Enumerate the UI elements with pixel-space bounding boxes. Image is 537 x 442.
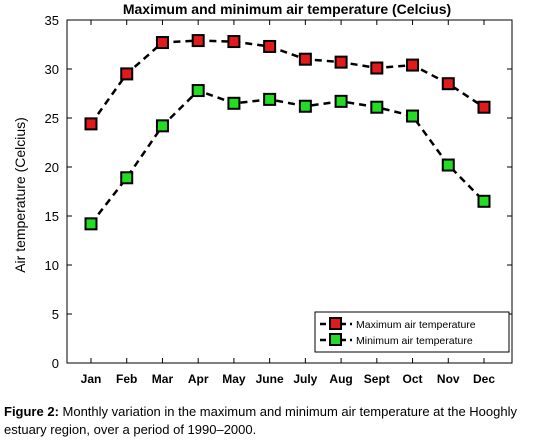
x-tick-label: Feb [116,372,137,386]
y-tick-label: 0 [52,356,59,371]
caption-text: Monthly variation in the maximum and min… [4,404,517,437]
data-point-max [120,67,134,81]
temperature-chart: Maximum and minimum air temperature (Cel… [12,1,513,386]
data-point-min [191,84,205,98]
figure-caption: Figure 2: Monthly variation in the maxim… [4,403,534,439]
series-layer [84,34,491,231]
data-point-min [155,119,169,133]
x-tick-label: Jan [81,372,102,386]
x-tick-label: Apr [188,372,209,386]
legend-marker-max [329,317,342,330]
data-point-max [370,61,384,75]
y-tick-label: 10 [45,258,59,273]
data-point-min [441,158,455,172]
y-tick-label: 25 [45,111,59,126]
chart-title: Maximum and minimum air temperature (Cel… [123,1,451,17]
data-point-max [84,117,98,131]
data-point-max [191,34,205,48]
x-tick-label: Oct [403,372,423,386]
y-tick-label: 20 [45,160,59,175]
x-tick-label: July [293,372,317,386]
data-point-min [334,94,348,108]
legend-label-min: Minimum air temperature [356,335,473,347]
data-point-max [334,55,348,69]
data-point-max [441,77,455,91]
y-axis-label: Air temperature (Celcius) [12,117,28,273]
x-tick-label: Mar [152,372,174,386]
series-line-min [90,89,485,225]
data-point-min [263,92,277,106]
x-axis: Jan Feb Mar Apr May June July Aug Sept Oct Nov Dec [81,20,495,386]
data-point-min [227,96,241,110]
data-point-min [477,194,491,208]
caption-label: Figure 2: [4,404,59,419]
series-line-max [89,39,485,125]
data-point-min [370,100,384,114]
legend: Maximum air temperature Minimum air temp… [314,311,510,353]
data-point-max [406,58,420,72]
x-tick-label: June [256,372,284,386]
x-tick-label: Dec [473,372,495,386]
y-axis: 0 5 10 15 20 25 30 35 [45,13,512,371]
data-point-max [298,52,312,66]
data-point-max [477,100,491,114]
data-point-max [263,39,277,53]
legend-label-max: Maximum air temperature [356,319,476,331]
legend-box [314,311,510,353]
data-point-min [120,171,134,185]
y-tick-label: 35 [45,13,59,28]
x-tick-label: Aug [329,372,352,386]
x-tick-label: Sept [364,372,390,386]
y-tick-label: 5 [52,307,59,322]
data-point-max [227,35,241,49]
x-tick-label: Nov [437,372,460,386]
data-point-max [155,36,169,50]
x-tick-label: May [222,372,246,386]
data-point-min [84,217,98,231]
y-tick-label: 15 [45,209,59,224]
y-tick-label: 30 [45,62,59,77]
data-point-min [298,99,312,113]
data-point-min [406,109,420,123]
legend-marker-min [329,333,342,346]
plot-frame [66,19,513,364]
